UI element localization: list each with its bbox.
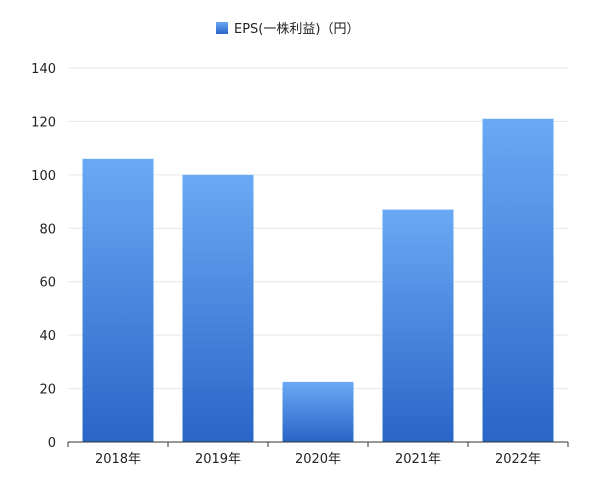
bar-1 bbox=[82, 158, 154, 443]
y-tick-label: 40 bbox=[39, 329, 56, 344]
y-tick-label: 100 bbox=[31, 169, 56, 184]
x-tick-label: 2020年 bbox=[295, 452, 341, 467]
bars bbox=[82, 118, 554, 443]
y-tick-label: 140 bbox=[31, 62, 56, 77]
bar-5 bbox=[482, 118, 554, 442]
y-tick-label: 0 bbox=[48, 436, 56, 451]
y-axis-ticks: 0 20 40 60 80 100 120 140 bbox=[31, 62, 56, 451]
bar-3 bbox=[282, 381, 354, 442]
y-tick-label: 60 bbox=[39, 276, 56, 291]
x-axis-ticks: 2018年 2019年 2020年 2021年 2022年 bbox=[67, 442, 569, 467]
y-tick-label: 20 bbox=[39, 383, 56, 398]
bar-4 bbox=[382, 209, 454, 442]
y-tick-label: 80 bbox=[39, 222, 56, 237]
x-tick-label: 2018年 bbox=[95, 452, 141, 467]
x-tick-label: 2021年 bbox=[395, 452, 441, 467]
legend-label: EPS(一株利益)（円） bbox=[234, 22, 359, 37]
bar-2 bbox=[182, 174, 254, 442]
x-tick-label: 2019年 bbox=[195, 452, 241, 467]
legend-swatch bbox=[216, 22, 228, 34]
x-tick-label: 2022年 bbox=[495, 452, 541, 467]
legend: EPS(一株利益)（円） bbox=[216, 22, 359, 37]
y-tick-label: 120 bbox=[31, 115, 56, 130]
